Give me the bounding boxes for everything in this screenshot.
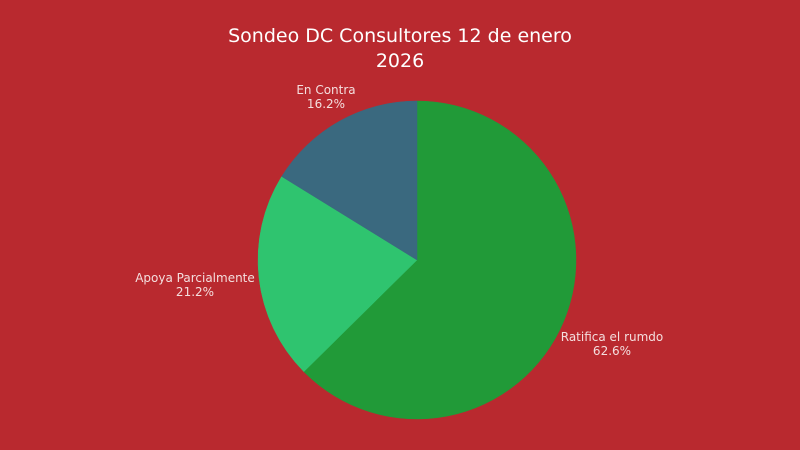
slice-label-percent: 16.2% (306, 97, 346, 111)
slice-label-percent: 21.2% (175, 285, 215, 299)
slice-label-name: En Contra (296, 83, 356, 97)
chart-title-line-2: 2026 (375, 50, 425, 72)
slice-label-en-contra: En Contra 16.2% (296, 83, 355, 111)
slice-label-name: Apoya Parcialmente (135, 271, 255, 285)
slice-label-percent: 62.6% (592, 344, 632, 358)
slice-label-name: Ratifica el rumdo (560, 330, 664, 344)
pie-slice-ratifica-el-rumdo (303, 100, 577, 420)
chart-title-line-1: Sondeo DC Consultores 12 de enero (228, 25, 572, 47)
pie-slices (257, 100, 577, 420)
pie-slice-apoya-parcialmente (257, 176, 418, 373)
slice-label-apoya: Apoya Parcialmente 21.2% (135, 271, 255, 299)
pie-slice-en-contra (281, 100, 418, 261)
slice-label-ratifica: Ratifica el rumdo 62.6% (561, 330, 664, 358)
